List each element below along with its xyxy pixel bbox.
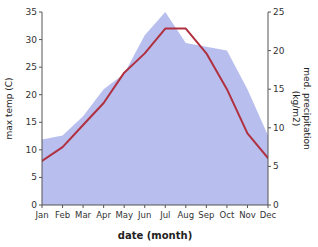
x-tick-label: Sep: [198, 210, 214, 220]
x-tick-label: Jun: [137, 210, 151, 220]
y-tick: [39, 177, 42, 178]
x-tick-label: Feb: [55, 210, 70, 220]
y-tick: [39, 67, 42, 68]
y-tick-label: 25: [26, 62, 37, 72]
precipitation-area: [42, 12, 268, 205]
y-tick: [39, 122, 42, 123]
y-tick: [39, 12, 42, 13]
chart: 0 5 10 15 20 25 30 35 0 5 10 15 20 25 Jan Feb Mar Apr May J…: [0, 0, 318, 247]
y2-tick-label: 0: [273, 200, 279, 210]
y-axis-line: [42, 12, 43, 205]
x-tick: [124, 205, 125, 208]
x-tick: [185, 205, 186, 208]
y-tick-label: 10: [26, 145, 38, 155]
y2-tick-label: 10: [273, 123, 285, 133]
y2-tick: [268, 89, 271, 90]
y-tick-label: 5: [31, 172, 37, 182]
x-tick-label: Oct: [220, 210, 235, 220]
x-tick-label: May: [115, 210, 133, 220]
temperature-line: [42, 29, 268, 161]
x-tick-label: Jul: [159, 210, 170, 220]
x-tick-label: Apr: [96, 210, 111, 220]
y2-axis-label-line: (kg/m2): [291, 91, 301, 126]
y-tick: [39, 149, 42, 150]
x-tick: [206, 205, 207, 208]
x-tick-label: Jan: [34, 210, 48, 220]
x-tick: [226, 205, 227, 208]
x-tick-label: Dec: [260, 210, 277, 220]
y-tick: [39, 39, 42, 40]
x-tick-label: Aug: [178, 210, 195, 220]
y-tick-label: 15: [26, 117, 37, 127]
y-tick-label: 35: [26, 7, 37, 17]
y-tick-label: 0: [31, 200, 37, 210]
y2-axis-label-line: med. precipitation: [302, 67, 312, 149]
x-tick: [83, 205, 84, 208]
x-tick: [62, 205, 63, 208]
y2-axis-line: [268, 12, 269, 205]
y-tick: [39, 94, 42, 95]
plot-area: [42, 12, 268, 205]
x-tick-label: Mar: [75, 210, 92, 220]
y2-tick: [268, 12, 271, 13]
y-tick-label: 30: [26, 35, 38, 45]
y2-axis-label: med. precipitation(kg/m2): [291, 67, 312, 149]
y2-tick-label: 5: [273, 161, 279, 171]
y2-tick-label: 25: [273, 7, 284, 17]
y2-tick-label: 20: [273, 46, 285, 56]
x-tick: [103, 205, 104, 208]
y-tick-label: 20: [26, 90, 38, 100]
y2-tick: [268, 127, 271, 128]
x-tick: [42, 205, 43, 208]
x-tick: [268, 205, 269, 208]
y2-tick: [268, 50, 271, 51]
x-tick: [165, 205, 166, 208]
x-axis-label: date (month): [118, 230, 192, 241]
y-axis-label: max temp (C): [4, 77, 14, 139]
y2-tick: [268, 166, 271, 167]
y2-tick-label: 15: [273, 84, 284, 94]
x-tick: [144, 205, 145, 208]
x-axis-line: [42, 205, 268, 206]
x-tick-label: Nov: [239, 210, 256, 220]
x-tick: [247, 205, 248, 208]
